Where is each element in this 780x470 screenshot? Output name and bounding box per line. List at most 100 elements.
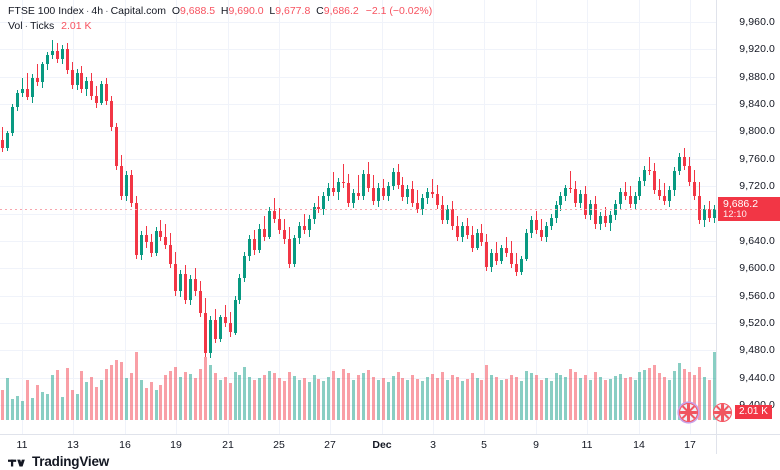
volume-bar (456, 377, 459, 420)
candle-body (357, 192, 360, 196)
chart-plot-area[interactable] (0, 0, 716, 434)
candle-body (545, 225, 548, 237)
volume-bar (648, 368, 651, 420)
candle-body (485, 242, 488, 267)
time-axis[interactable]: 11 13 16 19 21 25 27 Dec 3 5 9 11 14 17 (0, 434, 716, 455)
volume-bar (401, 378, 404, 420)
candle-body (293, 238, 296, 265)
candle-body (332, 187, 335, 192)
candle-body (209, 320, 212, 354)
volume-bar (85, 382, 88, 420)
volume-bar (184, 372, 187, 420)
candle-body (46, 54, 49, 65)
volume-bar (179, 377, 182, 420)
gridline-vertical (382, 0, 383, 434)
gridline-horizontal (0, 22, 716, 23)
gridline-vertical (330, 0, 331, 434)
volume-bar (505, 379, 508, 420)
time-axis-tick: 9 (533, 439, 539, 451)
candle-body (520, 258, 523, 273)
volume-bar (253, 380, 256, 420)
volume-bar (209, 365, 212, 420)
gridline-horizontal (0, 241, 716, 242)
candle-body (234, 299, 237, 333)
price-axis[interactable]: 9,960.0 9,920.0 9,880.0 9,840.0 9,800.0 9,760… (716, 0, 780, 434)
gridline-horizontal (0, 378, 716, 379)
volume-bar (362, 373, 365, 420)
candle-body (243, 255, 246, 278)
candle-body (56, 50, 59, 59)
candlestick-series (1, 39, 716, 420)
volume-bar (288, 372, 291, 420)
time-axis-tick: Dec (372, 439, 392, 451)
candle-body (713, 209, 716, 218)
time-axis-tick: 11 (16, 439, 28, 451)
candle-wick (37, 64, 38, 87)
volume-bar (520, 381, 523, 420)
candle-body (397, 172, 400, 185)
candle-wick (225, 305, 226, 328)
candle-body (594, 203, 597, 225)
volume-bar (471, 373, 474, 420)
candle-body (288, 239, 291, 265)
tradingview-logo-icon (8, 459, 25, 467)
candle-body (308, 218, 311, 230)
volume-bar (194, 378, 197, 420)
volume-bar (619, 374, 622, 420)
tradingview-brand-name: TradingView (32, 454, 110, 469)
candle-wick (358, 175, 359, 200)
gridline-horizontal (0, 268, 716, 269)
candle-body (476, 232, 479, 248)
volume-bar (125, 378, 128, 420)
candle-body (599, 216, 602, 225)
volume-bar (693, 375, 696, 420)
candle-body (510, 253, 513, 265)
volume-bar (382, 378, 385, 420)
volume-bar (426, 377, 429, 420)
volume-bar (219, 380, 222, 420)
tradingview-logo[interactable]: TradingView (8, 454, 109, 470)
volume-bar (105, 369, 108, 420)
candle-body (238, 277, 241, 300)
volume-bar (387, 382, 390, 420)
volume-bar (100, 380, 103, 420)
time-axis-tick: 16 (119, 439, 131, 451)
candle-body (174, 264, 177, 292)
uk-flag-icon[interactable] (713, 403, 732, 422)
candle-body (401, 184, 404, 198)
candle-body (125, 175, 128, 196)
volume-bar (273, 373, 276, 420)
candle-body (703, 209, 706, 221)
volume-bar (61, 397, 64, 420)
gridline-horizontal (0, 323, 716, 324)
volume-bar (683, 369, 686, 420)
volume-bar (673, 371, 676, 420)
gridline-horizontal (0, 49, 716, 50)
volume-bar (332, 371, 335, 420)
candle-body (1, 139, 4, 148)
candle-body (268, 210, 271, 237)
volume-bar (446, 380, 449, 420)
volume-bar (31, 398, 34, 420)
candle-body (179, 273, 182, 292)
candle-body (579, 194, 582, 203)
current-price-value: 9,686.2 (723, 198, 759, 211)
volume-bar (540, 380, 543, 420)
candle-wick (649, 157, 650, 176)
price-axis-tick: 9,720.0 (739, 180, 775, 193)
candle-wick (333, 172, 334, 196)
volume-bar (550, 381, 553, 420)
candle-body (303, 225, 306, 230)
volume-bar (713, 352, 716, 420)
candle-body (564, 187, 567, 196)
candle-body (436, 194, 439, 206)
candle-body (41, 64, 44, 83)
gridline-vertical (639, 0, 640, 434)
candle-body (411, 188, 414, 203)
candle-body (708, 209, 711, 218)
uk-flag-icon[interactable] (679, 403, 698, 422)
candle-body (342, 182, 345, 184)
candle-body (95, 95, 98, 103)
candle-wick (52, 39, 53, 59)
